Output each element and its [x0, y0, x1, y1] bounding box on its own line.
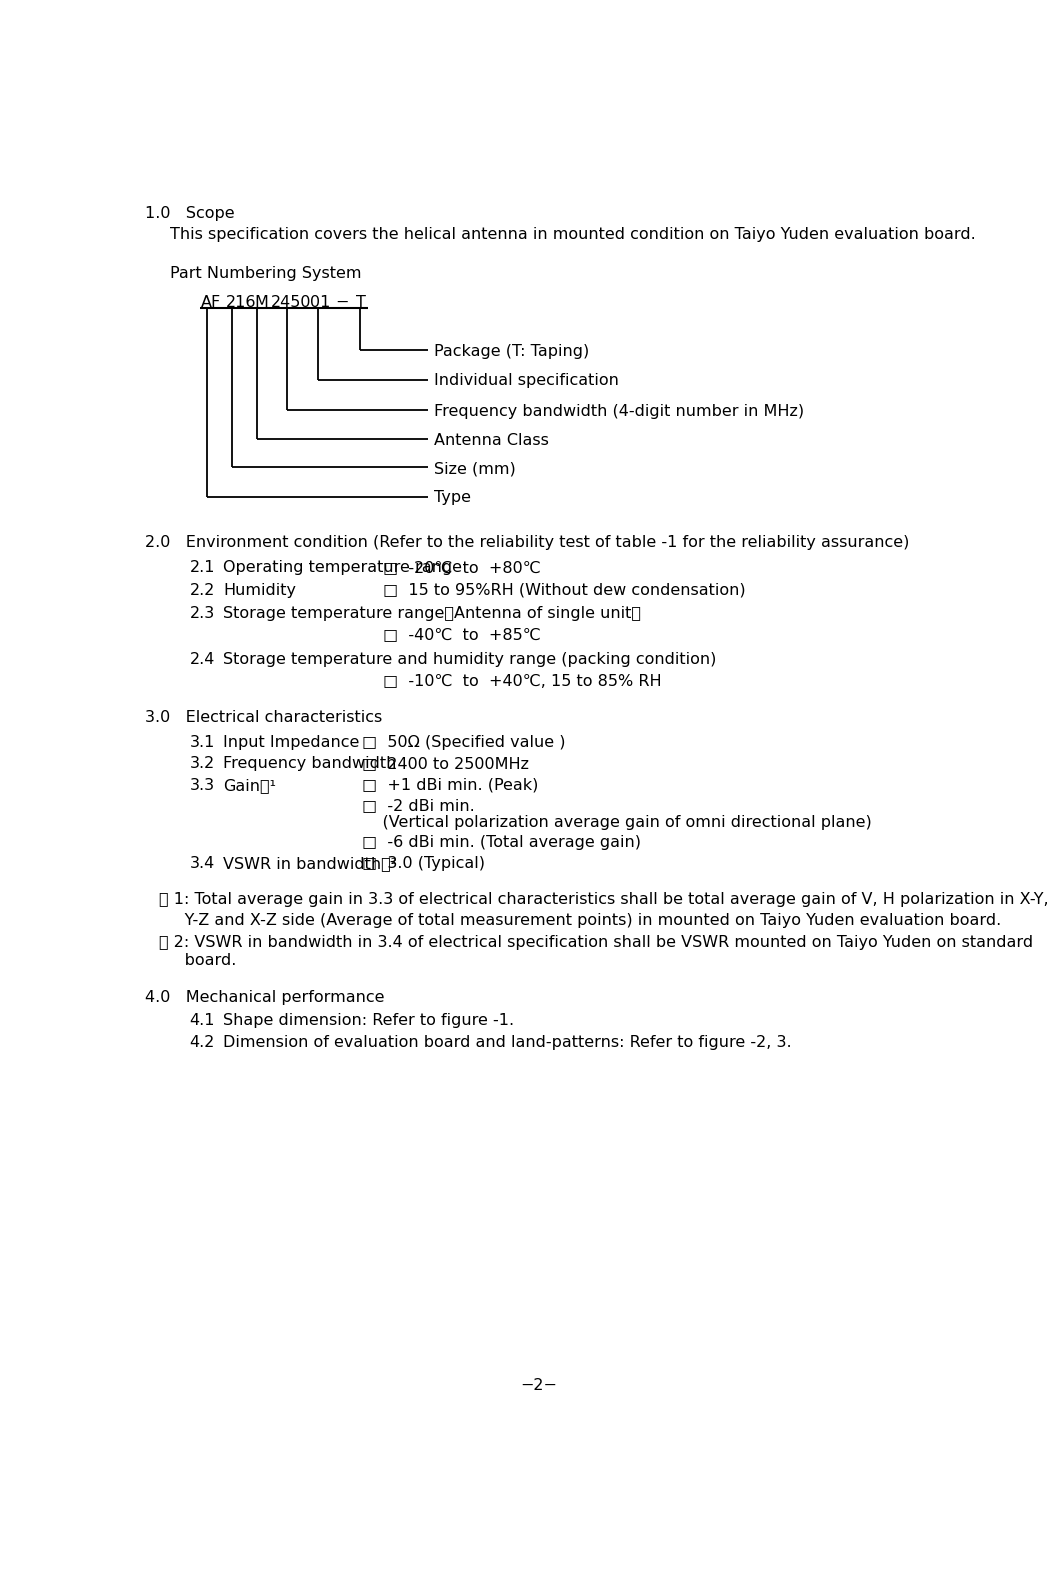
- Text: 3.4: 3.4: [189, 857, 215, 871]
- Text: −2−: −2−: [521, 1379, 558, 1393]
- Text: 4.2: 4.2: [189, 1034, 215, 1050]
- Text: AF: AF: [201, 296, 222, 310]
- Text: This specification covers the helical antenna in mounted condition on Taiyo Yude: This specification covers the helical an…: [170, 226, 976, 242]
- Text: Humidity: Humidity: [223, 583, 296, 597]
- Text: board.: board.: [159, 953, 236, 968]
- Text: Operating temperature range: Operating temperature range: [223, 560, 462, 575]
- Text: (Vertical polarization average gain of omni directional plane): (Vertical polarization average gain of o…: [362, 814, 871, 830]
- Text: Frequency bandwidth (4-digit number in MHz): Frequency bandwidth (4-digit number in M…: [433, 404, 804, 420]
- Text: 4.1: 4.1: [189, 1014, 215, 1028]
- Text: −: −: [336, 296, 348, 310]
- Text: □  -10℃  to  +40℃, 15 to 85% RH: □ -10℃ to +40℃, 15 to 85% RH: [383, 674, 662, 689]
- Text: 01: 01: [309, 296, 330, 310]
- Text: 3.0   Electrical characteristics: 3.0 Electrical characteristics: [145, 711, 383, 725]
- Text: T: T: [357, 296, 366, 310]
- Text: □  2400 to 2500MHz: □ 2400 to 2500MHz: [362, 756, 529, 772]
- Text: Storage temperature and humidity range (packing condition): Storage temperature and humidity range (…: [223, 652, 716, 667]
- Text: 2.4: 2.4: [189, 652, 215, 667]
- Text: 1.0   Scope: 1.0 Scope: [145, 206, 235, 220]
- Text: □  50Ω (Specified value ): □ 50Ω (Specified value ): [362, 734, 565, 750]
- Text: Type: Type: [433, 490, 470, 506]
- Text: Gain＼¹: Gain＼¹: [223, 778, 276, 792]
- Text: Storage temperature range（Antenna of single unit）: Storage temperature range（Antenna of sin…: [223, 605, 641, 621]
- Text: □  -6 dBi min. (Total average gain): □ -6 dBi min. (Total average gain): [362, 835, 641, 850]
- Text: Frequency bandwidth: Frequency bandwidth: [223, 756, 397, 772]
- Text: Package (T: Taping): Package (T: Taping): [433, 344, 589, 358]
- Text: 3.1: 3.1: [189, 734, 215, 750]
- Text: □  15 to 95%RH (Without dew condensation): □ 15 to 95%RH (Without dew condensation): [383, 583, 746, 597]
- Text: 2.2: 2.2: [189, 583, 215, 597]
- Text: Input Impedance: Input Impedance: [223, 734, 360, 750]
- Text: Shape dimension: Refer to figure -1.: Shape dimension: Refer to figure -1.: [223, 1014, 514, 1028]
- Text: 2.0   Environment condition (Refer to the reliability test of table -1 for the r: 2.0 Environment condition (Refer to the …: [145, 534, 910, 550]
- Text: 3.2: 3.2: [189, 756, 215, 772]
- Text: 216: 216: [226, 296, 257, 310]
- Text: 2.1: 2.1: [189, 560, 215, 575]
- Text: Size (mm): Size (mm): [433, 461, 515, 476]
- Text: 3.3: 3.3: [189, 778, 215, 792]
- Text: 2.3: 2.3: [189, 605, 215, 621]
- Text: Dimension of evaluation board and land-patterns: Refer to figure -2, 3.: Dimension of evaluation board and land-p…: [223, 1034, 791, 1050]
- Text: 4.0   Mechanical performance: 4.0 Mechanical performance: [145, 990, 385, 1005]
- Text: ＼ 1: Total average gain in 3.3 of electrical characteristics shall be total aver: ＼ 1: Total average gain in 3.3 of electr…: [159, 891, 1048, 907]
- Text: □  -20℃  to  +80℃: □ -20℃ to +80℃: [383, 560, 541, 575]
- Text: □  +1 dBi min. (Peak): □ +1 dBi min. (Peak): [362, 778, 538, 792]
- Text: M: M: [254, 296, 268, 310]
- Text: VSWR in bandwidth＼²: VSWR in bandwidth＼²: [223, 857, 397, 871]
- Text: Individual specification: Individual specification: [433, 374, 619, 388]
- Text: □  -40℃  to  +85℃: □ -40℃ to +85℃: [383, 627, 541, 643]
- Text: ＼ 2: VSWR in bandwidth in 3.4 of electrical specification shall be VSWR mounted : ＼ 2: VSWR in bandwidth in 3.4 of electri…: [159, 935, 1033, 949]
- Text: 2450: 2450: [271, 296, 311, 310]
- Text: □  3.0 (Typical): □ 3.0 (Typical): [362, 857, 485, 871]
- Text: □  -2 dBi min.: □ -2 dBi min.: [362, 797, 474, 813]
- Text: Antenna Class: Antenna Class: [433, 432, 549, 448]
- Text: Y-Z and X-Z side (Average of total measurement points) in mounted on Taiyo Yuden: Y-Z and X-Z side (Average of total measu…: [159, 913, 1000, 927]
- Text: Part Numbering System: Part Numbering System: [170, 266, 362, 281]
